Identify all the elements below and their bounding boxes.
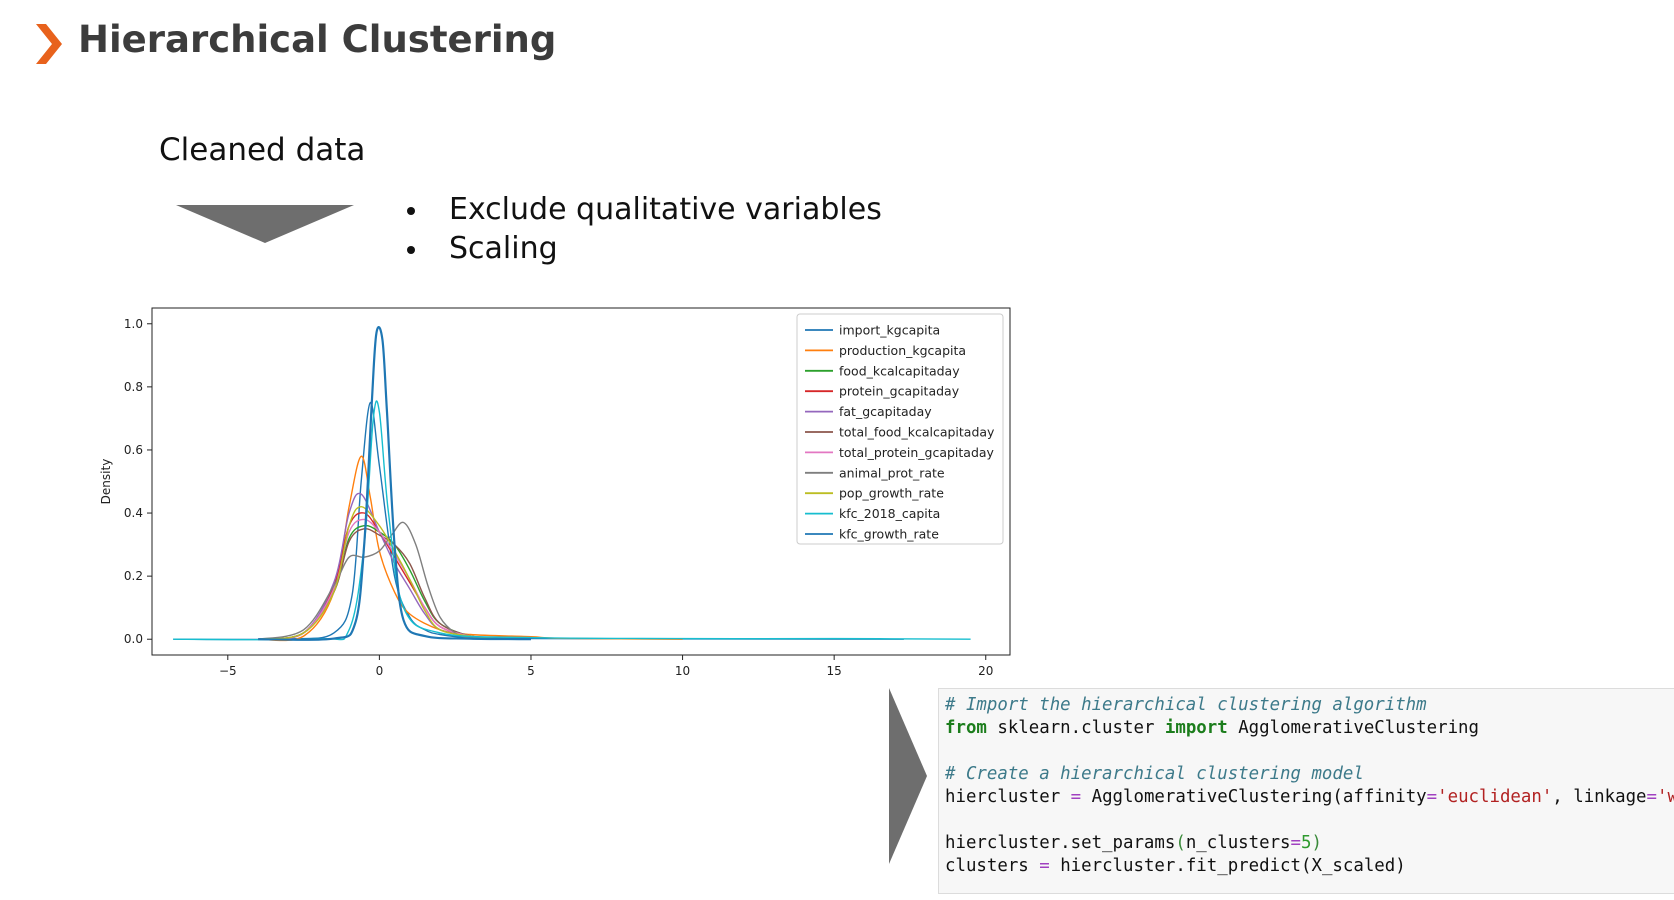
y-axis-label: Density xyxy=(99,459,113,505)
legend-label: kfc_growth_rate xyxy=(839,527,939,542)
code-token: hiercluster xyxy=(945,787,1071,807)
down-arrow-shape xyxy=(176,205,354,243)
series-line-pop-growth-rate xyxy=(258,506,501,640)
chevron-shape xyxy=(36,24,62,64)
code-line: hiercluster = AgglomerativeClustering(af… xyxy=(945,787,1674,807)
code-token-kw: import xyxy=(1164,718,1228,738)
code-line: hiercluster.set_params(n_clusters=5) xyxy=(945,833,1322,853)
bullet-item-exclude: Exclude qualitative variables xyxy=(404,190,882,229)
y-tick-label: 0.6 xyxy=(124,443,143,457)
legend-label: protein_gcapitaday xyxy=(839,384,960,399)
code-token-op: = xyxy=(1646,787,1658,807)
right-arrow-shape xyxy=(889,688,927,864)
code-token-kw: from xyxy=(945,718,987,738)
series-line-total-protein-gcapitaday xyxy=(258,518,501,640)
legend-label: food_kcalcapitaday xyxy=(839,363,960,378)
code-line: # Import the hierarchical clustering alg… xyxy=(945,695,1427,715)
series-line-animal-prot-rate xyxy=(257,521,501,640)
page-title: Hierarchical Clustering xyxy=(78,18,557,61)
legend-label: production_kgcapita xyxy=(839,343,966,358)
legend-label: kfc_2018_capita xyxy=(839,506,940,521)
series-line-food-kcalcapitaday xyxy=(258,524,501,640)
y-tick-label: 0.0 xyxy=(124,632,143,646)
bullet-item-scaling: Scaling xyxy=(404,229,882,268)
code-token-comment: # Import the hierarchical clustering alg… xyxy=(945,695,1427,715)
density-chart: −5 0 5 10 15 20 0.0 0.2 0.4 0.6 0.8 1.0 Density impor… xyxy=(99,307,1011,678)
code-token-paren: ) xyxy=(1311,833,1322,853)
code-token-str: 'euclidean' xyxy=(1437,787,1553,807)
code-token: n_clusters xyxy=(1185,833,1291,853)
x-tick-label: 10 xyxy=(675,664,690,678)
plot-frame xyxy=(151,307,1011,656)
x-tick-label: 15 xyxy=(827,664,842,678)
code-token-paren: ( xyxy=(1175,833,1186,853)
code-token: AgglomerativeClustering(affinity xyxy=(1081,787,1427,807)
series-line-total-food-kcalcapitaday xyxy=(258,527,501,640)
code-token-op: = xyxy=(1426,787,1438,807)
series-line-fat-gcapitaday xyxy=(258,492,501,640)
x-tick-label: 5 xyxy=(527,664,535,678)
series-line-kfc-growth-rate xyxy=(258,326,532,641)
y-tick-label: 1.0 xyxy=(124,317,143,331)
code-token: sklearn.cluster xyxy=(986,718,1165,738)
y-tick-label: 0.8 xyxy=(124,380,143,394)
series-line-kfc-2018-capita xyxy=(173,400,971,641)
x-tick-label: 20 xyxy=(978,664,993,678)
x-tick-label: 0 xyxy=(376,664,384,678)
legend-label: fat_gcapitaday xyxy=(839,404,932,419)
legend-label: total_protein_gcapitaday xyxy=(839,445,995,460)
code-token-op: = xyxy=(1290,833,1302,853)
code-token-str: 'ward' xyxy=(1657,787,1674,807)
legend-label: total_food_kcalcapitaday xyxy=(839,425,995,440)
code-cell: # Import the hierarchical clustering alg… xyxy=(938,688,1674,894)
code-token: clusters xyxy=(945,856,1040,876)
x-tick-label: −5 xyxy=(219,664,237,678)
bullet-list: Exclude qualitative variables Scaling xyxy=(404,190,882,268)
code-token: AgglomerativeClustering xyxy=(1227,718,1479,738)
code-line: from sklearn.cluster import Agglomerativ… xyxy=(945,718,1479,738)
code-token-op: = xyxy=(1070,787,1082,807)
legend-box xyxy=(796,313,1004,545)
code-token: , linkage xyxy=(1552,787,1647,807)
chevron-right-icon xyxy=(36,24,62,64)
legend-label: animal_prot_rate xyxy=(839,465,945,480)
code-token: hiercluster.set_params xyxy=(945,833,1176,853)
code-line: # Create a hierarchical clustering model xyxy=(945,764,1364,784)
code-line: clusters = hiercluster.fit_predict(X_sca… xyxy=(945,856,1406,876)
code-token-num: 5 xyxy=(1301,833,1312,853)
right-arrow-icon xyxy=(889,688,927,864)
code-token-op: = xyxy=(1039,856,1050,876)
step-label: Cleaned data xyxy=(159,132,366,168)
y-tick-label: 0.2 xyxy=(124,569,143,583)
y-tick-label: 0.4 xyxy=(124,506,143,520)
series-line-import-kgcapita xyxy=(173,401,904,641)
legend-label: import_kgcapita xyxy=(839,323,940,338)
code-token: hiercluster.fit_predict(X_scaled) xyxy=(1049,856,1406,876)
down-arrow-icon xyxy=(176,205,354,243)
code-token-comment: # Create a hierarchical clustering model xyxy=(945,764,1364,784)
legend-label: pop_growth_rate xyxy=(839,486,944,501)
